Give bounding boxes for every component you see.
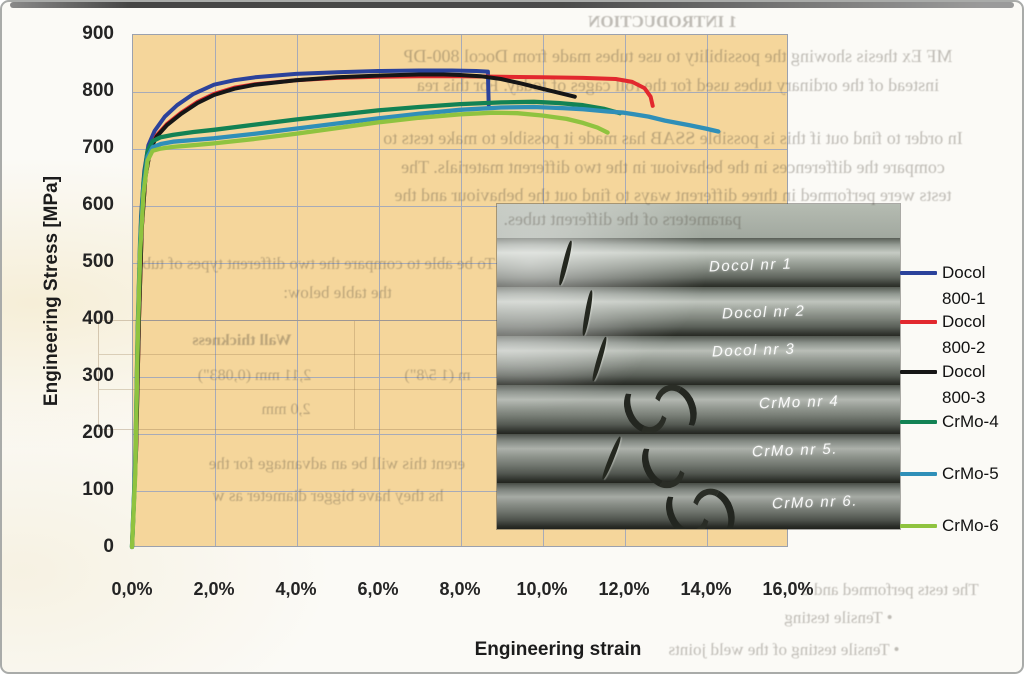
legend-label: Docol 800-2 <box>942 312 986 357</box>
y-tick-label: 600 <box>82 194 114 215</box>
x-tick-label: 16,0% <box>762 579 814 599</box>
y-tick-label: 800 <box>82 80 114 101</box>
legend-key-line <box>900 320 937 324</box>
legend-key-line <box>900 370 937 374</box>
series-docol-800-2 <box>130 74 655 549</box>
x-tick-label: 6,0% <box>357 579 399 599</box>
x-tick-label: 2,0% <box>193 579 235 599</box>
legend-label: Docol 800-1 <box>942 263 986 308</box>
gridline-horizontal <box>133 320 787 321</box>
legend-label: CrMo-6 <box>942 516 999 535</box>
y-tick-label: 200 <box>82 422 114 443</box>
x-axis-title: Engineering strain <box>474 639 642 660</box>
ghost-table-rule <box>354 321 355 429</box>
y-tick-label: 100 <box>82 479 114 500</box>
gridline-horizontal <box>133 92 787 93</box>
legend-key-line <box>900 271 937 275</box>
legend-label: Docol 800-3 <box>942 362 986 407</box>
x-tick-label: 14,0% <box>680 579 732 599</box>
legend-entry-crmo-4: CrMo-4 <box>900 409 1022 435</box>
y-tick-label: 500 <box>82 251 114 272</box>
chart-curves <box>129 68 721 550</box>
show-through-text: • Tensile testing <box>784 608 893 627</box>
gridline-horizontal <box>133 206 787 207</box>
y-tick-label: 700 <box>82 137 114 158</box>
legend-entry-crmo-6: CrMo-6 <box>900 513 1022 539</box>
legend-entry-crmo-5: CrMo-5 <box>900 461 1022 487</box>
series-crmo-4 <box>129 99 623 550</box>
show-through-text: 1 INTRODUCTION <box>588 12 737 31</box>
legend-key-line <box>900 420 937 424</box>
gridline-vertical <box>297 35 298 546</box>
gridline-horizontal <box>133 434 787 435</box>
legend-entry-docol-800-2: Docol 800-2 <box>900 309 1022 360</box>
legend-label: CrMo-5 <box>942 464 999 483</box>
y-tick-label: 0 <box>103 536 114 557</box>
legend-entry-docol-800-1: Docol 800-1 <box>900 260 1022 311</box>
y-tick-label: 300 <box>82 365 114 386</box>
ghost-table-rule <box>99 389 569 390</box>
gridline-horizontal <box>133 377 787 378</box>
scan-edge-artifact <box>10 2 1014 8</box>
x-tick-label: 8,0% <box>439 579 481 599</box>
x-tick-label: 4,0% <box>275 579 317 599</box>
ghost-table-rule <box>99 354 569 355</box>
y-tick-label: 400 <box>82 308 114 329</box>
series-crmo-6 <box>129 110 610 550</box>
y-tick-label: 900 <box>82 23 114 44</box>
y-axis-title: Engineering Stress [MPa] <box>41 175 62 407</box>
gridline-vertical <box>379 35 380 546</box>
gridline-vertical <box>461 35 462 546</box>
gridline-horizontal <box>133 491 787 492</box>
legend-entry-docol-800-3: Docol 800-3 <box>900 359 1022 410</box>
legend-label: CrMo-4 <box>942 412 999 431</box>
series-crmo-5 <box>129 104 721 550</box>
gridline-horizontal <box>133 149 787 150</box>
gridline-vertical <box>215 35 216 546</box>
legend-key-line <box>900 472 937 476</box>
x-tick-label: 0,0% <box>111 579 153 599</box>
legend-key-line <box>900 524 937 528</box>
x-tick-label: 12,0% <box>598 579 650 599</box>
gridline-horizontal <box>133 263 787 264</box>
x-tick-label: 10,0% <box>516 579 568 599</box>
show-through-text: • Tensile testing of the weld joints <box>668 640 900 659</box>
